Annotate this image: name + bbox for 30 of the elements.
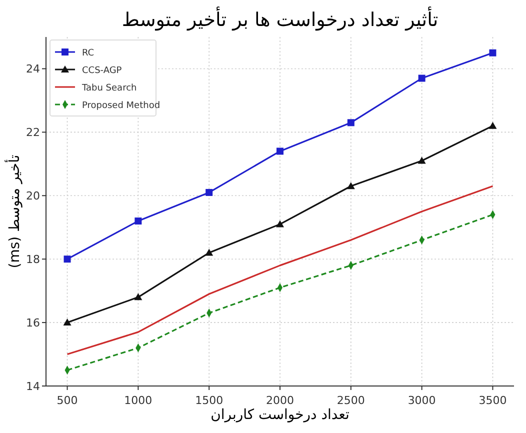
point: [418, 156, 426, 164]
x-tick-label: 3000: [408, 394, 436, 407]
y-tick-label: 18: [26, 253, 40, 266]
point: [64, 256, 71, 263]
y-tick-label: 14: [26, 380, 40, 393]
point: [134, 218, 142, 225]
y-tick-label: 22: [26, 126, 40, 140]
point: [276, 148, 284, 155]
point: [276, 220, 284, 228]
y-tick-label: 16: [26, 316, 40, 330]
point: [206, 188, 213, 196]
x-tick-label: 1500: [195, 394, 224, 407]
point: [347, 119, 354, 126]
point: [489, 49, 496, 56]
x-tick-label: 3500: [478, 394, 507, 407]
point: [205, 248, 214, 256]
x-tick-label: 1000: [124, 394, 152, 407]
point: [418, 74, 426, 82]
point: [63, 318, 72, 326]
x-axis-title: تعداد درخواست کاربران: [210, 407, 350, 423]
chart-title: تأثیر تعداد درخواست ها بر تأخیر متوسط: [122, 6, 438, 31]
y-tick-label: 24: [26, 62, 40, 76]
y-tick-label: 20: [26, 190, 40, 203]
x-tick-label: 2500: [336, 394, 365, 407]
point: [134, 293, 142, 300]
y-axis-title: تأخیر متوسط (ms): [4, 154, 23, 268]
x-tick-label: 500: [56, 394, 78, 407]
point: [488, 122, 497, 129]
point: [346, 182, 355, 190]
x-tick-label: 2000: [266, 394, 294, 407]
